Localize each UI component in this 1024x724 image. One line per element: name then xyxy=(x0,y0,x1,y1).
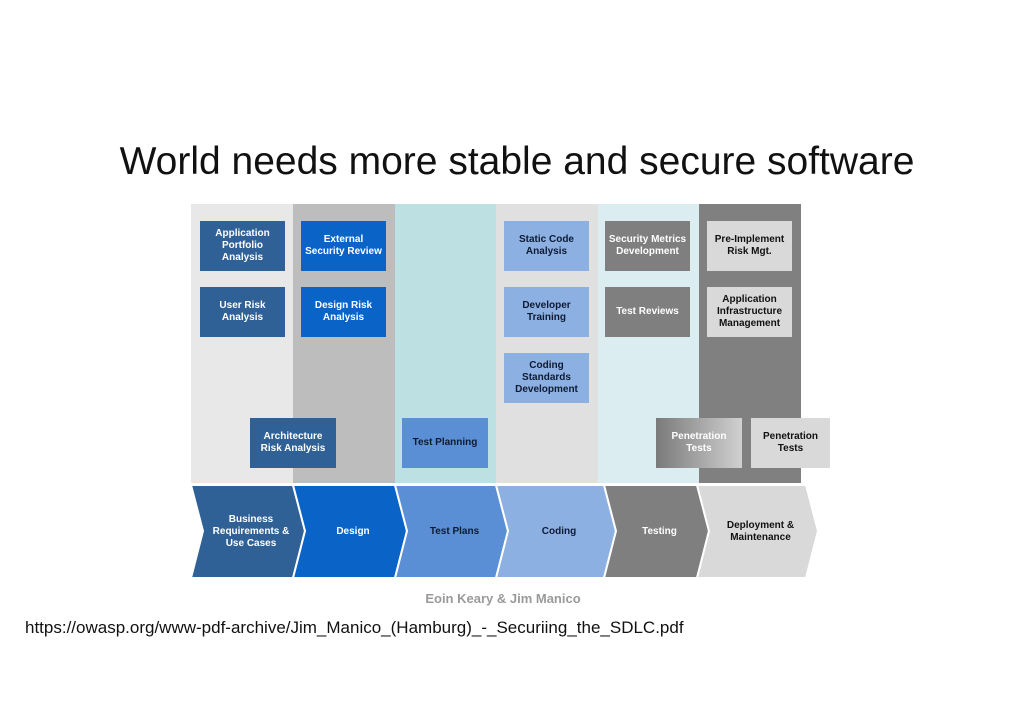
activity-arch-risk: Architecture Risk Analysis xyxy=(250,418,336,468)
activity-test-planning: Test Planning xyxy=(402,418,488,468)
activity-security-metrics: Security Metrics Development xyxy=(605,221,690,271)
phase-arrow-deployment xyxy=(695,484,820,579)
phase-label: Coding xyxy=(541,525,577,537)
activity-design-risk: Design Risk Analysis xyxy=(301,287,386,337)
phase-label: Design xyxy=(336,525,370,537)
activity-static-code: Static Code Analysis xyxy=(504,221,589,271)
activity-coding-standards: Coding Standards Development xyxy=(504,353,589,403)
diagram-credit: Eoin Keary & Jim Manico xyxy=(425,591,581,606)
phase-label: Business Requirements & Use Cases xyxy=(212,513,290,549)
activity-pen-tests-2: Penetration Tests xyxy=(751,418,830,468)
activity-dev-training: Developer Training xyxy=(504,287,589,337)
phase-label: Deployment & Maintenance xyxy=(726,519,795,543)
slide-title: World needs more stable and secure softw… xyxy=(119,140,915,183)
activity-pen-tests-1: Penetration Tests xyxy=(656,418,742,468)
phase-label: Test Plans xyxy=(429,525,480,537)
phase-label: Testing xyxy=(642,525,677,537)
activity-app-portfolio: Application Portfolio Analysis xyxy=(200,221,285,271)
activity-test-reviews: Test Reviews xyxy=(605,287,690,337)
source-url: https://owasp.org/www-pdf-archive/Jim_Ma… xyxy=(25,618,684,637)
activity-user-risk: User Risk Analysis xyxy=(200,287,285,337)
activity-app-infra: Application Infrastructure Management xyxy=(707,287,792,337)
activity-pre-implement: Pre-Implement Risk Mgt. xyxy=(707,221,792,271)
activity-external-review: External Security Review xyxy=(301,221,386,271)
